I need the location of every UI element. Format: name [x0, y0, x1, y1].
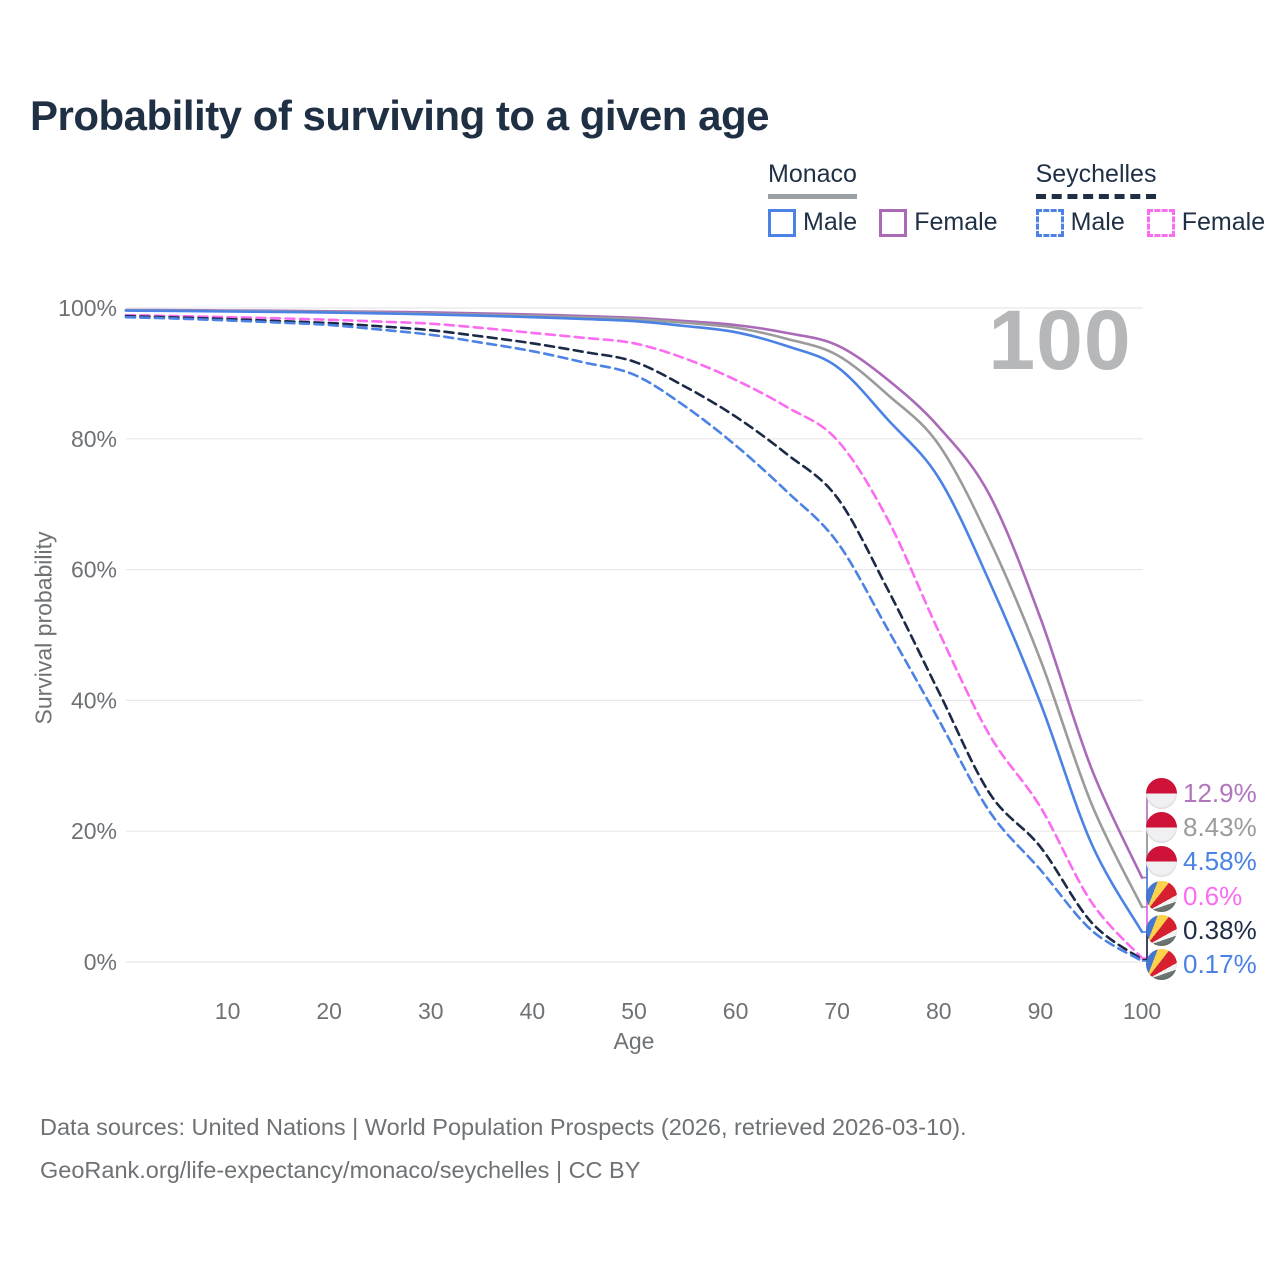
curve-seychelles-female[interactable] [124, 313, 1144, 960]
legend-item-seychelles-male[interactable]: Male [1035, 208, 1125, 237]
legend-country-monaco[interactable]: Monaco [768, 160, 857, 199]
y-tick-label: 60% [71, 557, 117, 583]
y-tick-label: 80% [71, 426, 117, 452]
end-label-value: 4.58% [1183, 846, 1257, 877]
footer-line-2: GeoRank.org/life-expectancy/monaco/seych… [40, 1157, 641, 1183]
end-label-value: 8.43% [1183, 811, 1257, 842]
legend-group-seychelles: Seychelles Male Female [1035, 160, 1266, 237]
monaco-flag-icon [1146, 811, 1177, 843]
end-label-value: 12.9% [1183, 777, 1257, 808]
x-tick-label: 20 [316, 998, 342, 1024]
x-tick-label: 90 [1028, 998, 1054, 1024]
legend-label: Male [803, 208, 858, 236]
x-tick-label: 60 [723, 998, 749, 1024]
curve-monaco-male[interactable] [124, 309, 1144, 934]
legend-item-monaco-male[interactable]: Male [768, 208, 857, 237]
x-tick-label: 50 [621, 998, 647, 1024]
y-tick-label: 40% [71, 687, 117, 713]
hovered-age-watermark: 100 [988, 293, 1132, 387]
legend-group-monaco: Monaco Male Female [768, 160, 998, 237]
legend-country-seychelles[interactable]: Seychelles [1035, 160, 1157, 199]
end-label-value: 0.38% [1183, 914, 1257, 945]
legend-label: Female [1181, 208, 1266, 236]
monaco-flag-icon [1146, 777, 1177, 809]
legend-item-monaco-female[interactable]: Female [879, 208, 998, 237]
end-label-value: 0.6% [1183, 880, 1243, 911]
x-tick-label: 30 [418, 998, 444, 1024]
legend: Monaco Male Female Seychelles Male Femal… [768, 160, 1265, 237]
end-label-seychelles-both: 0.38% [1146, 913, 1257, 947]
end-label-value: 0.17% [1183, 949, 1257, 980]
end-label-seychelles-male: 0.17% [1146, 947, 1257, 981]
seychelles-female-swatch-icon [1146, 208, 1175, 237]
y-tick-label: 0% [84, 949, 117, 975]
y-tick-label: 20% [71, 818, 117, 844]
monaco-flag-icon [1146, 846, 1177, 878]
seychelles-flag-icon [1146, 914, 1177, 946]
end-label-monaco-both: 8.43% [1146, 810, 1257, 844]
seychelles-flag-icon [1146, 880, 1177, 912]
monaco-female-swatch-icon [879, 208, 908, 237]
end-label-seychelles-female: 0.6% [1146, 879, 1257, 913]
x-tick-label: 40 [520, 998, 546, 1024]
curve-seychelles-both-sexes[interactable] [124, 314, 1144, 961]
data-source-footer: Data sources: United Nations | World Pop… [40, 1106, 967, 1192]
monaco-male-swatch-icon [768, 208, 796, 237]
y-axis-title: Survival probability [30, 531, 57, 725]
x-axis-title: Age [613, 1028, 655, 1054]
footer-line-1: Data sources: United Nations | World Pop… [40, 1114, 967, 1140]
x-tick-label: 10 [215, 998, 241, 1024]
legend-item-seychelles-female[interactable]: Female [1146, 208, 1266, 237]
seychelles-male-swatch-icon [1035, 208, 1064, 237]
end-label-monaco-female: 12.9% [1146, 776, 1257, 810]
x-tick-label: 70 [824, 998, 850, 1024]
series-end-labels: 12.9% 8.43% 4.58% 0.6% 0.38% 0.17% [1146, 776, 1257, 982]
page-title: Probability of surviving to a given age [30, 92, 769, 139]
curve-seychelles-male[interactable] [124, 315, 1144, 963]
legend-label: Female [914, 208, 998, 236]
x-tick-label: 100 [1123, 998, 1161, 1024]
seychelles-flag-icon [1146, 949, 1177, 981]
end-label-monaco-male: 4.58% [1146, 845, 1257, 879]
legend-label: Male [1070, 208, 1125, 236]
curve-monaco-both-sexes[interactable] [124, 309, 1144, 909]
y-tick-label: 100% [58, 295, 117, 321]
x-tick-label: 80 [926, 998, 952, 1024]
